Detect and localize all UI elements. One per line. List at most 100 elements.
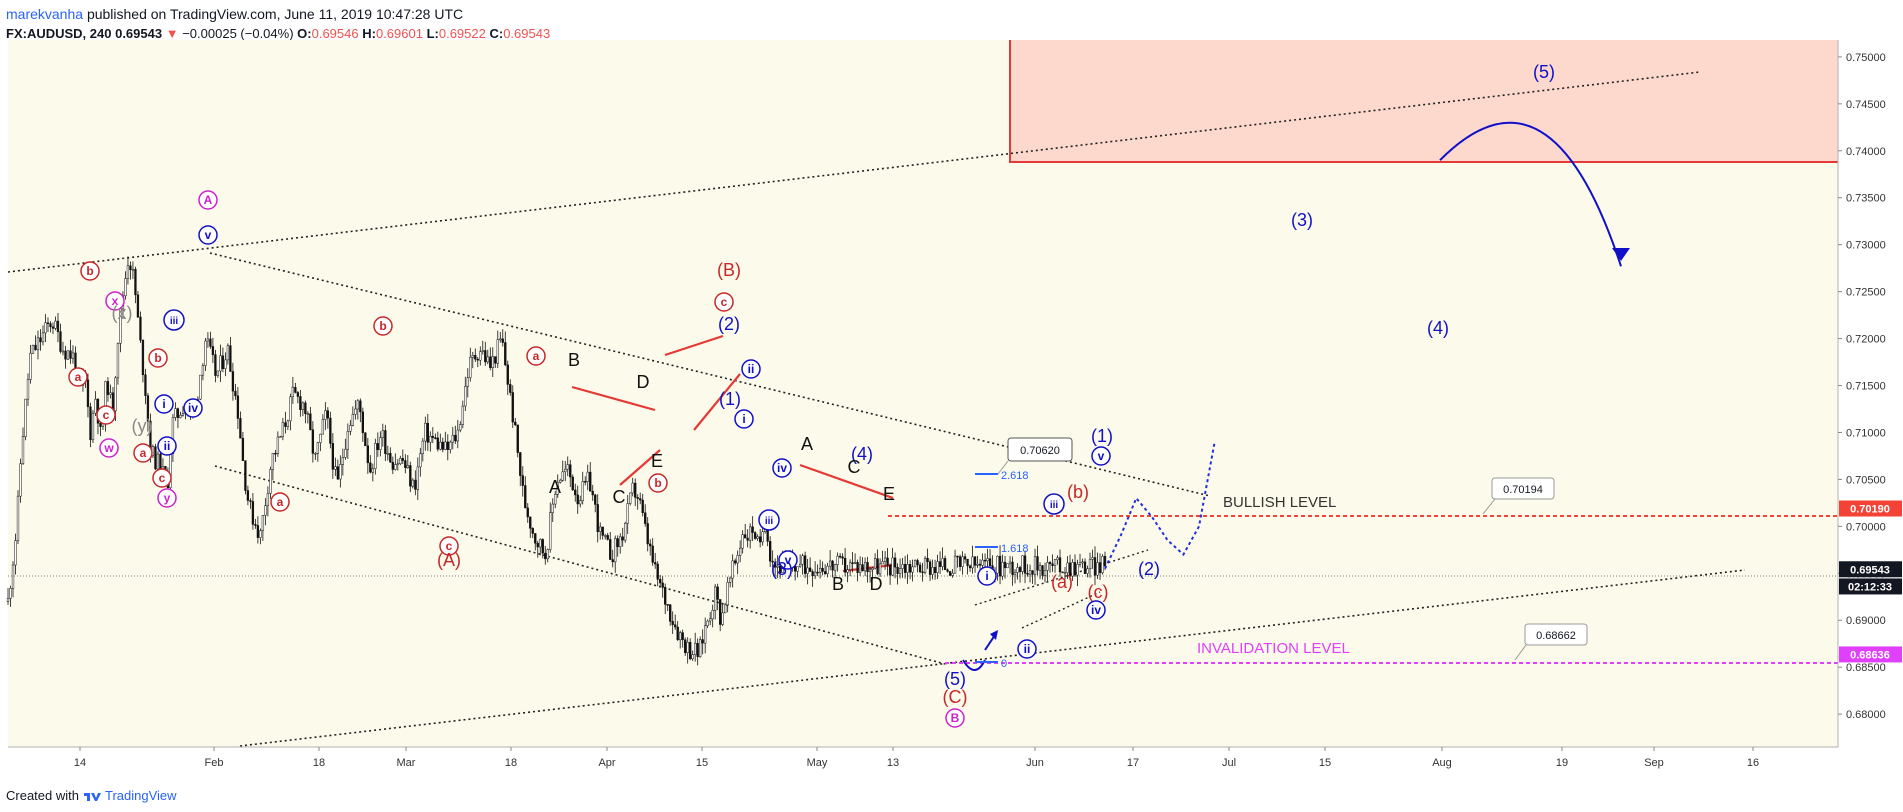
wave-label-circle[interactable] <box>198 190 218 210</box>
candle-body[interactable] <box>951 572 954 576</box>
candle-body[interactable] <box>1058 557 1062 573</box>
candle-body[interactable] <box>219 355 222 372</box>
candle-body[interactable] <box>534 533 537 544</box>
triangle-line[interactable] <box>693 373 741 431</box>
candle-body[interactable] <box>601 526 604 536</box>
candle-body[interactable] <box>943 558 947 571</box>
triangle-line[interactable] <box>619 449 661 486</box>
candle-body[interactable] <box>1073 562 1077 576</box>
candle-body[interactable] <box>621 536 624 541</box>
candle-body[interactable] <box>509 384 512 393</box>
candle-body[interactable] <box>44 322 47 334</box>
candle-body[interactable] <box>896 566 899 574</box>
candle-body[interactable] <box>254 524 257 526</box>
candle-body[interactable] <box>813 571 817 577</box>
wave-label[interactable]: A <box>801 434 813 454</box>
candle-body[interactable] <box>466 377 469 387</box>
candle-body[interactable] <box>399 458 402 464</box>
candle-body[interactable] <box>421 440 424 454</box>
candle-body[interactable] <box>6 598 10 602</box>
candle-body[interactable] <box>719 599 722 625</box>
candle-body[interactable] <box>626 503 629 524</box>
candle-body[interactable] <box>1008 561 1012 564</box>
wave-label-circle[interactable] <box>99 438 119 458</box>
candle-body[interactable] <box>926 557 929 563</box>
candle-body[interactable] <box>963 556 967 560</box>
candle-body[interactable] <box>496 339 499 364</box>
candle-body[interactable] <box>953 555 957 574</box>
wave-label-circle[interactable] <box>778 550 798 570</box>
candle-body[interactable] <box>539 539 542 548</box>
candle-body[interactable] <box>714 586 717 611</box>
wave-label-circle[interactable] <box>270 492 290 512</box>
candle-body[interactable] <box>1021 555 1024 572</box>
candle-body[interactable] <box>99 422 102 427</box>
candle-body[interactable] <box>114 377 117 412</box>
candle-body[interactable] <box>351 414 354 426</box>
candle-body[interactable] <box>354 408 357 415</box>
candle-body[interactable] <box>411 479 414 487</box>
candle-body[interactable] <box>746 537 749 541</box>
candle-body[interactable] <box>659 579 662 584</box>
candle-body[interactable] <box>451 434 454 443</box>
candle-body[interactable] <box>843 557 847 573</box>
candle-body[interactable] <box>349 425 352 432</box>
candle-body[interactable] <box>369 462 372 473</box>
price-badge[interactable] <box>1839 646 1902 663</box>
candle-body[interactable] <box>1103 555 1107 567</box>
wave-label-circle[interactable] <box>772 458 792 478</box>
candle-body[interactable] <box>798 564 802 567</box>
candle-body[interactable] <box>706 620 709 626</box>
candle-body[interactable] <box>881 561 884 565</box>
wave-label[interactable]: (1) <box>719 389 741 409</box>
candle-body[interactable] <box>938 561 942 567</box>
candle-body[interactable] <box>569 464 572 478</box>
candle-body[interactable] <box>978 563 982 566</box>
candle-body[interactable] <box>998 555 1002 577</box>
candle-body[interactable] <box>571 476 574 491</box>
candle-body[interactable] <box>853 562 857 564</box>
candle-body[interactable] <box>654 562 657 565</box>
candle-body[interactable] <box>921 571 924 574</box>
candle-body[interactable] <box>1063 572 1067 574</box>
wave-label[interactable]: (b) <box>1067 482 1089 502</box>
candle-body[interactable] <box>136 294 140 318</box>
candle-body[interactable] <box>851 562 854 564</box>
descending-support-line[interactable] <box>214 465 946 665</box>
candle-body[interactable] <box>651 545 654 563</box>
candle-body[interactable] <box>731 560 734 579</box>
candle-body[interactable] <box>106 381 110 395</box>
wave-label-circle[interactable] <box>1043 493 1065 515</box>
candle-body[interactable] <box>756 536 759 539</box>
candle-body[interactable] <box>1023 555 1027 574</box>
wave-label[interactable]: (c) <box>1088 582 1109 602</box>
candle-body[interactable] <box>61 350 65 353</box>
candle-body[interactable] <box>406 465 409 468</box>
candle-body[interactable] <box>49 323 52 328</box>
candle-body[interactable] <box>1018 567 1022 572</box>
candle-body[interactable] <box>271 452 275 470</box>
candle-body[interactable] <box>394 464 397 470</box>
candle-body[interactable] <box>441 441 444 450</box>
candle-body[interactable] <box>599 526 602 532</box>
candle-body[interactable] <box>331 443 335 470</box>
candle-body[interactable] <box>1016 567 1019 573</box>
candle-body[interactable] <box>689 642 692 660</box>
wave-label[interactable]: (2) <box>1138 559 1160 579</box>
candle-body[interactable] <box>726 582 729 606</box>
candle-body[interactable] <box>649 543 652 547</box>
candle-body[interactable] <box>304 402 307 415</box>
candle-body[interactable] <box>181 413 185 416</box>
candle-body[interactable] <box>629 492 632 504</box>
candle-body[interactable] <box>833 564 837 571</box>
candle-body[interactable] <box>251 501 255 525</box>
candle-body[interactable] <box>244 460 247 491</box>
candle-body[interactable] <box>289 396 292 422</box>
candle-body[interactable] <box>818 567 822 573</box>
candle-body[interactable] <box>609 539 612 560</box>
candle-body[interactable] <box>284 422 287 427</box>
wave-label-circle[interactable] <box>977 566 997 586</box>
candle-body[interactable] <box>179 415 182 418</box>
wave-label-circle[interactable] <box>945 708 965 728</box>
candle-body[interactable] <box>379 437 382 450</box>
